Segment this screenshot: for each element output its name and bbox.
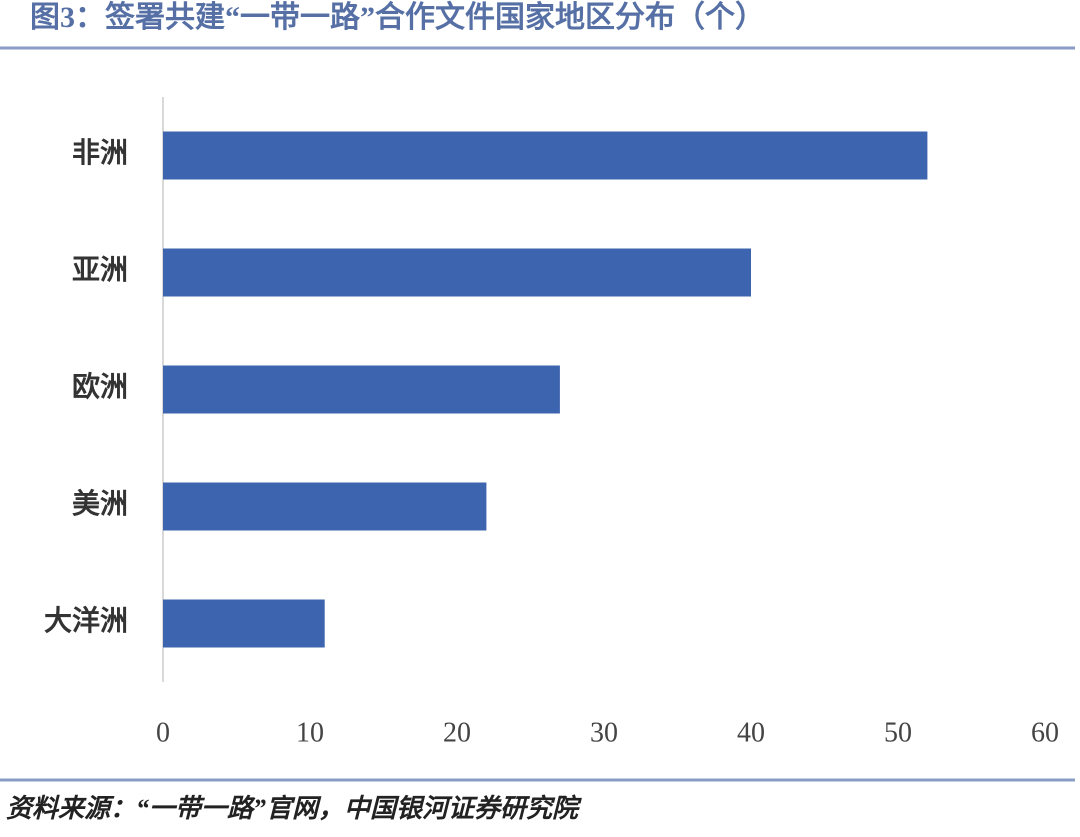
bar [163, 365, 560, 414]
y-tick-label: 非洲 [72, 137, 128, 169]
y-tick-label: 欧洲 [72, 371, 128, 403]
bar [163, 482, 487, 531]
source-note: 资料来源：“一带一路”官网，中国银河证券研究院 [6, 794, 582, 823]
bar [163, 248, 751, 297]
y-tick-label: 美洲 [72, 488, 128, 520]
x-tick-label: 60 [1031, 717, 1059, 748]
x-tick-label: 30 [590, 717, 618, 748]
x-tick-label: 40 [737, 717, 765, 748]
x-tick-label: 50 [884, 717, 912, 748]
x-tick-label: 0 [156, 717, 170, 748]
x-tick-label: 10 [296, 717, 324, 748]
y-tick-label: 大洋洲 [44, 604, 128, 637]
y-tick-label: 亚洲 [72, 254, 128, 286]
bar [163, 599, 325, 648]
bar [163, 131, 928, 180]
chart-title: 图3：签署共建“一带一路”合作文件国家地区分布（个） [30, 0, 765, 34]
x-tick-label: 20 [443, 717, 471, 748]
